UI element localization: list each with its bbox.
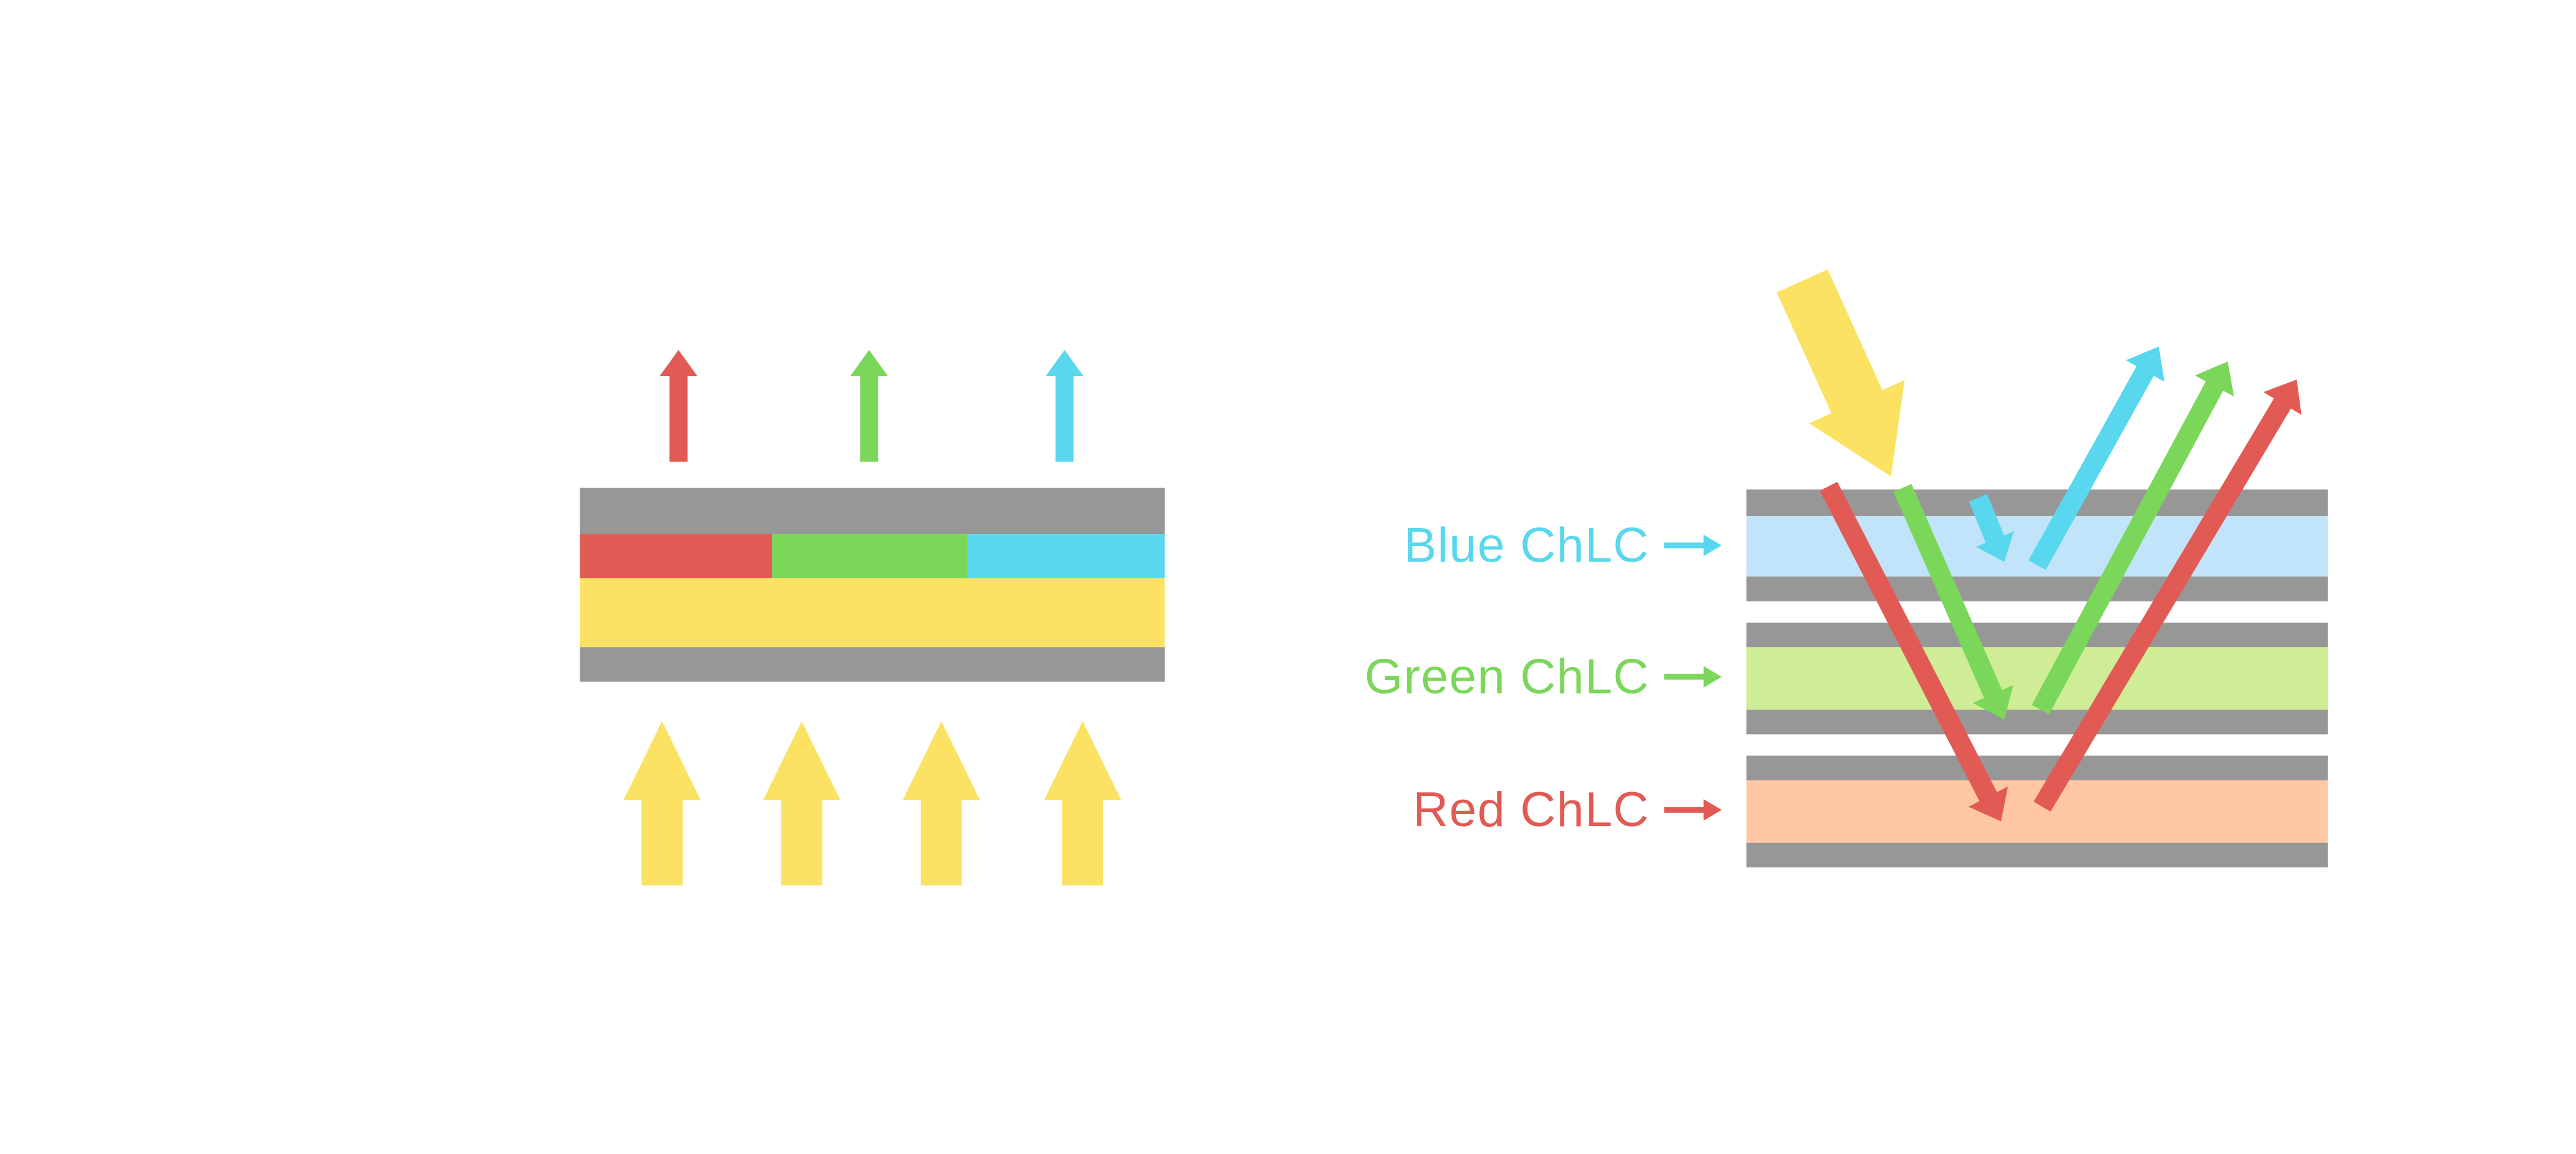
backlight-arrow-4 bbox=[1044, 721, 1122, 885]
red-ray-up-head bbox=[2263, 379, 2302, 415]
green-ray-down-shaft bbox=[1893, 484, 2003, 700]
left-diagram bbox=[580, 350, 1165, 885]
red-emitted-arrow bbox=[659, 350, 697, 462]
right-substrate-4 bbox=[1746, 710, 2328, 735]
backlight-arrow-3 bbox=[902, 721, 980, 885]
green-ray-up-shaft bbox=[2031, 379, 2224, 715]
left-cyan-subpixel bbox=[967, 534, 1165, 578]
red-chlc-label-arrow bbox=[1664, 799, 1722, 821]
cyan-emitted-arrow-head bbox=[1045, 350, 1084, 377]
left-red-subpixel bbox=[580, 534, 772, 578]
left-bottom-substrate bbox=[580, 647, 1165, 682]
red-ray-down-head bbox=[1968, 786, 2008, 822]
green-ray-up bbox=[2031, 361, 2234, 715]
blue-chlc-label-arrow bbox=[1664, 534, 1722, 556]
red-ray-down bbox=[1819, 482, 2008, 822]
left-top-substrate bbox=[580, 487, 1165, 534]
green-chlc-label-arrow bbox=[1664, 666, 1722, 688]
green-ray-down-head bbox=[1973, 685, 2014, 720]
red-ray-up bbox=[2033, 379, 2302, 812]
cyan-ray-down-head bbox=[1976, 531, 2014, 562]
cyan-emitted-arrow bbox=[1045, 350, 1084, 462]
cyan-ray-down bbox=[1969, 494, 2014, 562]
cyan-ray-up bbox=[2028, 346, 2165, 570]
cyan-ray-down-shaft bbox=[1969, 494, 2005, 545]
cyan-ray-up-shaft bbox=[2028, 364, 2155, 570]
right-substrate-2 bbox=[1746, 576, 2328, 601]
green-chlc-label-arrow-head bbox=[1703, 666, 1722, 688]
red-chlc-label: Red ChLC bbox=[1413, 782, 1649, 837]
right-red-chlc-layer bbox=[1746, 780, 2328, 843]
blue-chlc-label-arrow-head bbox=[1703, 534, 1722, 556]
red-ray-up-shaft bbox=[2033, 397, 2292, 812]
incident-light-arrow bbox=[1776, 269, 1905, 477]
right-diagram: Blue ChLC Green ChLC Red ChLC bbox=[1365, 269, 2328, 867]
green-chlc-label: Green ChLC bbox=[1365, 650, 1649, 705]
blue-chlc-label: Blue ChLC bbox=[1404, 518, 1650, 572]
green-emitted-arrow-head bbox=[850, 350, 888, 377]
left-backlight-layer bbox=[580, 578, 1165, 648]
right-substrate-3 bbox=[1746, 622, 2328, 648]
red-emitted-arrow-head bbox=[659, 350, 697, 377]
green-ray-down bbox=[1893, 484, 2014, 720]
red-chlc-label-arrow-head bbox=[1703, 799, 1722, 821]
red-ray-down-shaft bbox=[1819, 482, 1998, 803]
backlight-arrow-1 bbox=[623, 721, 701, 885]
backlight-arrow-2 bbox=[762, 721, 840, 885]
right-substrate-5 bbox=[1746, 755, 2328, 780]
left-green-subpixel bbox=[772, 534, 968, 578]
right-substrate-6 bbox=[1746, 842, 2328, 867]
green-emitted-arrow bbox=[850, 350, 888, 462]
green-ray-up-head bbox=[2195, 361, 2234, 397]
cyan-ray-up-head bbox=[2125, 346, 2165, 382]
